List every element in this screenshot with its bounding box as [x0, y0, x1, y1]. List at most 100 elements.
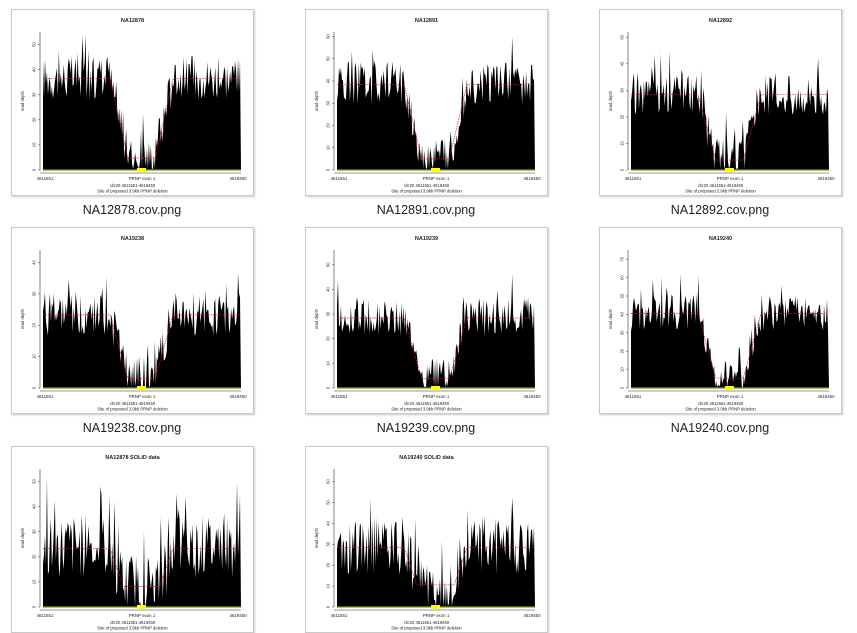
- y-tick-label: 50: [620, 293, 625, 298]
- image-thumbnail[interactable]: NA19238 read depth 0 10 20 30 40 4611551 PRNP ex…: [11, 227, 254, 414]
- y-tick-label: 10: [326, 145, 331, 150]
- y-tick-label: 50: [326, 499, 331, 504]
- deletion-caption: Site of proposed 3.9kb PRNP deletion: [97, 189, 168, 194]
- thumbnail-item[interactable]: NA12878 read depth 0 10 20 30 40 50 4611551 PRNP …: [11, 9, 261, 223]
- image-thumbnail[interactable]: NA19240 SOLiD data read depth 0 10 20 30 40 50 6…: [305, 446, 548, 633]
- y-tick-label: 0: [32, 168, 37, 171]
- x-start-label: 4611551: [331, 394, 348, 399]
- y-tick-label: 70: [620, 256, 625, 261]
- exon-marker: [431, 168, 440, 172]
- plot-title: NA12878: [121, 18, 144, 24]
- x-end-label: 4619450: [229, 394, 247, 399]
- y-tick-label: 20: [326, 562, 331, 567]
- deletion-caption: Site of proposed 3.9kb PRNP deletion: [391, 626, 462, 631]
- plot-title: NA12892: [709, 18, 732, 24]
- image-thumbnail[interactable]: NA12878 read depth 0 10 20 30 40 50 4611551 PRNP …: [11, 9, 254, 196]
- plot-title: NA12891: [415, 18, 438, 24]
- y-tick-label: 50: [32, 42, 37, 47]
- smoothed-depth-line: [631, 94, 829, 161]
- x-start-label: 4611551: [625, 176, 642, 181]
- region-caption: chr20 4611551-4619450: [698, 183, 744, 188]
- y-tick-label: 0: [326, 168, 331, 171]
- plot-title: NA12878 SOLiD data: [105, 455, 160, 461]
- x-start-label: 4611551: [37, 176, 54, 181]
- region-caption: chr20 4611551-4619450: [110, 401, 156, 406]
- plot-title: NA19238: [121, 236, 144, 242]
- x-mid-label: PRNP exon 1: [717, 394, 744, 399]
- y-tick-label: 30: [326, 100, 331, 105]
- coverage-plot: NA12892 read depth 0 10 20 30 40 50 4611551 PRNP …: [608, 18, 835, 194]
- x-mid-label: PRNP exon 1: [717, 176, 744, 181]
- y-tick-label: 10: [32, 354, 37, 359]
- y-tick-label: 0: [32, 605, 37, 608]
- y-tick-label: 10: [620, 140, 625, 145]
- exon-marker: [137, 168, 146, 172]
- image-thumbnail[interactable]: NA19240 read depth 0 10 20 30 40 50 60 70 4611551 P…: [599, 227, 842, 414]
- thumbnail-item[interactable]: NA19238 read depth 0 10 20 30 40 4611551 PRNP ex…: [11, 227, 261, 441]
- thumbnail-item[interactable]: NA12892 read depth 0 10 20 30 40 50 4611551 PRNP …: [599, 9, 849, 223]
- x-mid-label: PRNP exon 1: [129, 176, 156, 181]
- plot-title: NA19240 SOLiD data: [399, 455, 454, 461]
- deletion-caption: Site of proposed 3.9kb PRNP deletion: [685, 189, 756, 194]
- smoothed-depth-line: [631, 313, 829, 379]
- y-tick-label: 0: [620, 386, 625, 389]
- y-tick-label: 30: [32, 529, 37, 534]
- x-mid-label: PRNP exon 1: [423, 176, 450, 181]
- smoothed-depth-line: [337, 547, 535, 586]
- y-axis-label: read depth: [20, 308, 25, 329]
- deletion-caption: Site of proposed 3.9kb PRNP deletion: [685, 407, 756, 412]
- y-tick-label: 20: [32, 322, 37, 327]
- x-end-label: 4619450: [817, 394, 835, 399]
- coverage-plot: NA12878 read depth 0 10 20 30 40 50 4611551 PRNP …: [20, 18, 247, 194]
- y-tick-label: 40: [32, 504, 37, 509]
- file-name-label[interactable]: NA12878.cov.png: [82, 203, 182, 217]
- y-tick-label: 10: [32, 142, 37, 147]
- y-tick-label: 20: [620, 348, 625, 353]
- smoothed-depth-line: [43, 314, 241, 379]
- thumbnail-item[interactable]: NA12891 read depth 0 10 20 30 40 50 60 4611551 PRN…: [305, 9, 555, 223]
- y-tick-label: 40: [326, 286, 331, 291]
- y-axis-label: read depth: [608, 90, 613, 111]
- file-name-label[interactable]: NA12892.cov.png: [670, 203, 770, 217]
- x-mid-label: PRNP exon 1: [423, 394, 450, 399]
- x-end-label: 4619450: [523, 394, 541, 399]
- file-name-label[interactable]: NA19239.cov.png: [376, 421, 476, 435]
- image-thumbnail[interactable]: NA12892 read depth 0 10 20 30 40 50 4611551 PRNP …: [599, 9, 842, 196]
- y-tick-label: 60: [326, 479, 331, 484]
- y-tick-label: 40: [32, 67, 37, 72]
- thumbnail-item[interactable]: NA19240 read depth 0 10 20 30 40 50 60 70 4611551 P…: [599, 227, 849, 441]
- image-thumbnail[interactable]: NA12891 read depth 0 10 20 30 40 50 60 4611551 PRN…: [305, 9, 548, 196]
- coverage-bars: [631, 50, 829, 170]
- x-start-label: 4611551: [331, 176, 348, 181]
- thumbnail-item[interactable]: NA19239 read depth 0 10 20 30 40 50 4611551 PRNP …: [305, 227, 555, 441]
- deletion-caption: Site of proposed 3.9kb PRNP deletion: [97, 407, 168, 412]
- coverage-plot: NA12878 SOLiD data read depth 0 10 20 30 40 50 4…: [20, 455, 247, 631]
- coverage-bars: [337, 36, 535, 170]
- plot-title: NA19240: [709, 236, 732, 242]
- coverage-plot: NA19239 read depth 0 10 20 30 40 50 4611551 PRNP …: [314, 236, 541, 412]
- x-start-label: 4611551: [331, 613, 348, 618]
- y-tick-label: 0: [326, 386, 331, 389]
- file-name-label[interactable]: NA19238.cov.png: [82, 421, 182, 435]
- deletion-caption: Site of proposed 3.9kb PRNP deletion: [97, 626, 168, 631]
- y-tick-label: 50: [326, 56, 331, 61]
- exon-marker: [431, 386, 440, 390]
- y-tick-label: 10: [326, 583, 331, 588]
- coverage-bars: [43, 477, 241, 607]
- x-mid-label: PRNP exon 1: [129, 394, 156, 399]
- y-axis-label: read depth: [314, 527, 319, 548]
- thumbnail-item[interactable]: NA12878 SOLiD data read depth 0 10 20 30 40 50 4…: [11, 446, 261, 633]
- y-tick-label: 40: [620, 311, 625, 316]
- y-tick-label: 0: [620, 168, 625, 171]
- y-tick-label: 10: [620, 367, 625, 372]
- coverage-bars: [43, 34, 241, 170]
- image-thumbnail[interactable]: NA19239 read depth 0 10 20 30 40 50 4611551 PRNP …: [305, 227, 548, 414]
- coverage-plot: NA12891 read depth 0 10 20 30 40 50 60 4611551 PRN…: [314, 18, 541, 194]
- region-caption: chr20 4611551-4619450: [404, 183, 450, 188]
- image-thumbnail[interactable]: NA12878 SOLiD data read depth 0 10 20 30 40 50 4…: [11, 446, 254, 633]
- file-name-label[interactable]: NA19240.cov.png: [670, 421, 770, 435]
- y-tick-label: 20: [326, 336, 331, 341]
- smoothed-depth-line: [337, 317, 535, 380]
- thumbnail-item[interactable]: NA19240 SOLiD data read depth 0 10 20 30 40 50 6…: [305, 446, 555, 633]
- file-name-label[interactable]: NA12891.cov.png: [376, 203, 476, 217]
